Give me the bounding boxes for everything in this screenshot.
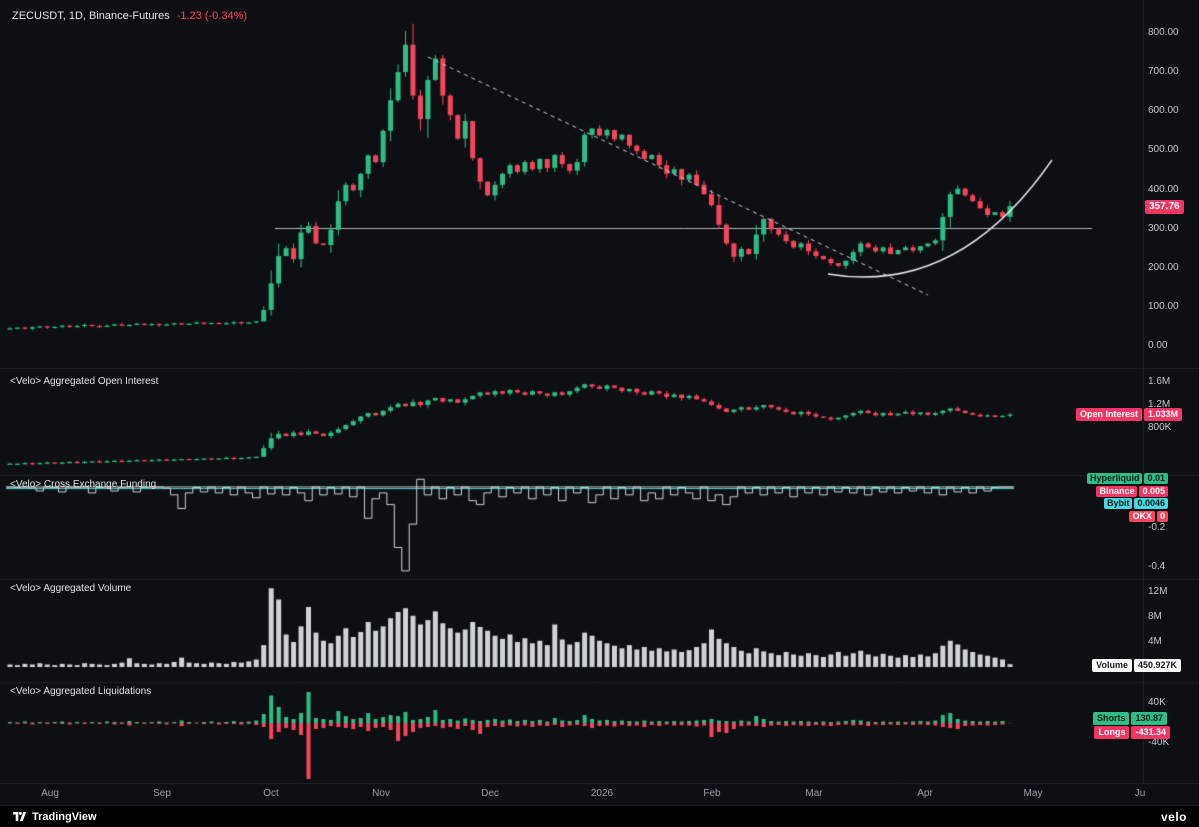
axis-tick: 400.00 xyxy=(1148,183,1179,195)
funding-series-name: Hyperliquid xyxy=(1086,473,1143,484)
funding-series-value: 0.0046 xyxy=(1134,498,1168,509)
pane-label-open-interest[interactable]: <Velo> Aggregated Open Interest xyxy=(10,376,159,387)
axis-tick: 300.00 xyxy=(1148,222,1179,234)
funding-legend-row-binance: Binance 0.005 xyxy=(1096,485,1168,497)
axis-tick: 4M xyxy=(1148,636,1162,647)
month-label: Aug xyxy=(41,788,59,799)
longs-value: -431.34 xyxy=(1131,726,1170,739)
axis-tick: 500.00 xyxy=(1148,144,1179,156)
last-price-badge: 357.76 xyxy=(1145,200,1184,214)
funding-legend-row-bybit: Bybit 0.0046 xyxy=(1103,498,1168,509)
funding-legend-row-okx: OKX 0 xyxy=(1129,510,1168,522)
pane-label-funding[interactable]: <Velo> Cross Exchange Funding xyxy=(10,479,157,490)
open-interest-badge: Open Interest 1.033M xyxy=(1075,408,1182,421)
axis-tick: -0.4 xyxy=(1148,561,1166,572)
velo-logo[interactable]: velo xyxy=(1160,809,1187,824)
volume-value: 450.927K xyxy=(1133,659,1181,672)
funding-series-name: Bybit xyxy=(1103,498,1133,509)
month-label: Dec xyxy=(481,788,499,799)
longs-label: Longs xyxy=(1094,726,1130,739)
axis-tick: 40K xyxy=(1148,697,1166,708)
axis-tick: 1.6M xyxy=(1148,376,1171,387)
shorts-value: 130.87 xyxy=(1131,712,1167,725)
month-label: Feb xyxy=(703,788,721,799)
longs-badge: Longs -431.34 xyxy=(1094,726,1170,739)
axis-tick: 0.00 xyxy=(1148,340,1168,351)
open-interest-label: Open Interest xyxy=(1075,408,1142,421)
shorts-badge: Shorts 130.87 xyxy=(1092,712,1167,725)
funding-series-value: 0.005 xyxy=(1139,485,1168,497)
symbol-title[interactable]: ZECUSDT, 1D, Binance-Futures xyxy=(12,10,170,22)
month-label: May xyxy=(1023,788,1043,799)
shorts-label: Shorts xyxy=(1092,712,1130,725)
bottom-bar: TradingView velo xyxy=(0,805,1199,827)
axis-tick: 700.00 xyxy=(1148,66,1179,78)
funding-series-name: Binance xyxy=(1096,485,1138,497)
axis-tick: -40K xyxy=(1148,737,1170,748)
month-label: Sep xyxy=(153,788,171,799)
pane-label-liquidations[interactable]: <Velo> Aggregated Liquidations xyxy=(10,686,152,697)
funding-legend-row-hyperliquid: Hyperliquid 0.01 xyxy=(1086,473,1168,484)
axis-tick: 8M xyxy=(1148,611,1162,622)
funding-series-value: 0 xyxy=(1156,510,1168,522)
volume-badge: Volume 450.927K xyxy=(1092,659,1181,672)
tradingview-icon xyxy=(13,811,27,822)
month-label: Apr xyxy=(917,788,933,799)
month-label: Mar xyxy=(805,788,823,799)
tradingview-logo[interactable]: TradingView xyxy=(12,810,97,823)
axis-tick: 100.00 xyxy=(1148,300,1179,312)
axis-tick: -0.2 xyxy=(1148,522,1166,533)
volume-label: Volume xyxy=(1092,659,1132,672)
axis-tick: 800.00 xyxy=(1148,27,1179,38)
month-label: 2026 xyxy=(590,788,614,799)
funding-series-name: OKX xyxy=(1129,510,1155,522)
chart-canvas[interactable] xyxy=(0,0,1199,805)
symbol-legend[interactable]: ZECUSDT, 1D, Binance-Futures -1.23 (-0.34… xyxy=(12,10,247,22)
axis-tick: 200.00 xyxy=(1148,261,1179,273)
month-label: Ju xyxy=(1134,788,1146,799)
axis-tick: 12M xyxy=(1148,586,1168,597)
open-interest-value: 1.033M xyxy=(1143,408,1182,421)
axis-tick: 800K xyxy=(1148,422,1172,433)
tradingview-text: TradingView xyxy=(32,810,97,823)
funding-series-value: 0.01 xyxy=(1144,473,1168,484)
month-label: Oct xyxy=(263,788,279,799)
price-change: -1.23 (-0.34%) xyxy=(176,10,248,22)
pane-label-volume[interactable]: <Velo> Aggregated Volume xyxy=(10,583,132,594)
month-label: Nov xyxy=(372,788,390,799)
axis-tick: 600.00 xyxy=(1148,105,1179,117)
axis-tick: 1.2M xyxy=(1148,399,1171,410)
